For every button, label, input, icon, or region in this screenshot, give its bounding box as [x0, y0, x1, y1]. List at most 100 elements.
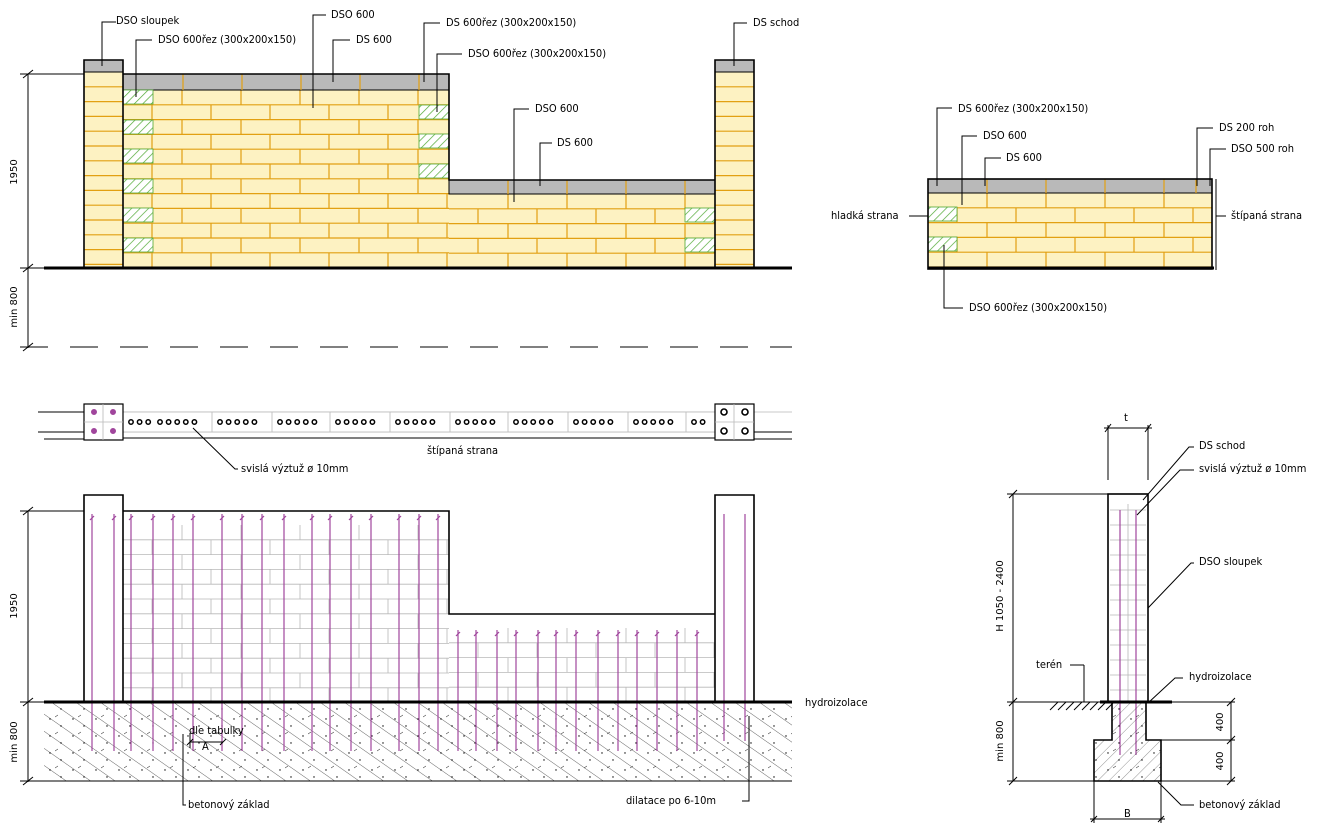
leader-side-dso600rez-bottom: [943, 245, 963, 309]
plan-rebar: [538, 419, 545, 425]
plan-rebar: [251, 419, 258, 425]
dim-depth-top: min 800: [9, 286, 20, 327]
rebar-tick: [396, 515, 402, 521]
plan-rebar: [547, 419, 554, 425]
side-brick-fill: [928, 193, 1212, 268]
plan-rebar: [191, 419, 198, 425]
label-side-ds600: DS 600: [1006, 151, 1042, 164]
rebar-tick: [455, 631, 461, 637]
rebar-tick: [674, 631, 680, 637]
plan-rebar: [157, 419, 163, 425]
plan-pillar-rebar: [741, 408, 749, 416]
plan-rebar: [429, 419, 436, 425]
rebar-tick: [128, 515, 134, 521]
leader-side-dso600: [961, 135, 977, 205]
leader-side-ds200roh: [1196, 127, 1213, 186]
leader-dso600-b: [513, 108, 529, 202]
plan-rebar: [311, 419, 318, 425]
plan-rebar: [225, 419, 232, 425]
label-ds600rez: DS 600řez (300x200x150): [446, 16, 576, 29]
dim-tick: [22, 69, 34, 79]
cut-block: [684, 207, 716, 223]
label-dso-sloupek-top: DSO sloupek: [116, 14, 179, 27]
plan-pillar-rebar: [91, 428, 97, 434]
rebar-tick: [368, 515, 374, 521]
cut-block: [122, 237, 154, 253]
plan-rebar: [590, 419, 597, 425]
rebar-tick: [473, 631, 479, 637]
leader-section-ds-schod: [1142, 446, 1194, 501]
label-dso600-a: DSO 600: [331, 8, 375, 21]
rebar-tick: [615, 631, 621, 637]
rebar-tick: [513, 631, 519, 637]
plan-rebar: [182, 419, 189, 425]
cut-block: [122, 119, 154, 135]
plan-rebar: [335, 419, 341, 425]
label-section-dso-sloupek: DSO sloupek: [1199, 555, 1262, 568]
label-side-hladka: hladká strana: [831, 209, 899, 222]
plan-rebar: [234, 419, 241, 425]
section-foundation-hatch: [1094, 702, 1161, 781]
plan-rebar: [165, 419, 172, 425]
rebar-tick: [634, 631, 640, 637]
wall-bg: [84, 511, 749, 702]
plan-rebar: [667, 419, 674, 425]
rebar-tick: [111, 515, 117, 521]
label-dso600rez-b: DSO 600řez (300x200x150): [468, 47, 606, 60]
cut-block: [418, 104, 450, 120]
rebar-tick: [239, 515, 245, 521]
a-tick: [219, 738, 227, 746]
rebar-tick: [281, 515, 287, 521]
plan-rebar: [217, 419, 223, 425]
dim-section-400b: 400: [1215, 751, 1226, 770]
label-section-t: t: [1124, 411, 1128, 424]
rebar-tick: [416, 515, 422, 521]
rebar-tick: [327, 515, 333, 521]
bot-wall-outline: [123, 510, 715, 615]
plan-rebar: [581, 419, 588, 425]
plan-rebar: [242, 419, 249, 425]
h-tick: [1008, 776, 1018, 786]
leader-dso600rez-b: [436, 53, 462, 112]
brick-fill: [449, 194, 715, 268]
site-hatch: [1065, 701, 1075, 711]
label-dilatace: dilatace po 6-10m: [626, 794, 716, 807]
label-betonovy: betonový základ: [188, 798, 270, 811]
plan-pillar-rebar: [91, 409, 97, 415]
dim-tick: [22, 506, 34, 516]
label-hydroizolace: hydroizolace: [805, 696, 868, 709]
label-section-ds-schod: DS schod: [1199, 439, 1245, 452]
plan-pillar-rebar: [720, 427, 728, 435]
dim-depth-bottom: min 800: [9, 721, 20, 762]
side-cap: [927, 178, 1213, 194]
plan-rebar: [463, 419, 470, 425]
rebar-tick: [595, 631, 601, 637]
labels-layer: DSO sloupek DSO 600řez (300x200x150) DSO…: [9, 8, 1306, 820]
dim-tick: [22, 342, 34, 352]
cut-block: [122, 207, 154, 223]
label-plan-stipana: štípaná strana: [427, 444, 498, 457]
plan-rebar: [641, 419, 648, 425]
site-hatch: [1089, 701, 1099, 711]
cut-block: [684, 237, 716, 253]
dim-section-h: H 1050 - 2400: [995, 560, 1006, 632]
rebar-tick: [494, 631, 500, 637]
plan-rebar: [136, 419, 143, 425]
plan-rebar: [489, 419, 496, 425]
h-tick: [1008, 697, 1018, 707]
wall-elevation-top: [20, 14, 792, 352]
dim-section-min800: min 800: [995, 720, 1006, 761]
plan-rebar: [420, 419, 427, 425]
plan-rebar: [650, 419, 657, 425]
label-ds600-b: DS 600: [557, 136, 593, 149]
leader-dilatace: [742, 716, 750, 802]
wall-plan-view: [38, 403, 792, 470]
plan-rebar: [573, 419, 579, 425]
plan-rebar: [285, 419, 292, 425]
label-a: A: [202, 740, 209, 753]
side-cut-block: [927, 236, 958, 252]
leader-dso-sloupek: [101, 21, 116, 66]
soil-dots: [44, 703, 792, 781]
plan-rebar: [699, 419, 706, 425]
label-dso600-b: DSO 600: [535, 102, 579, 115]
